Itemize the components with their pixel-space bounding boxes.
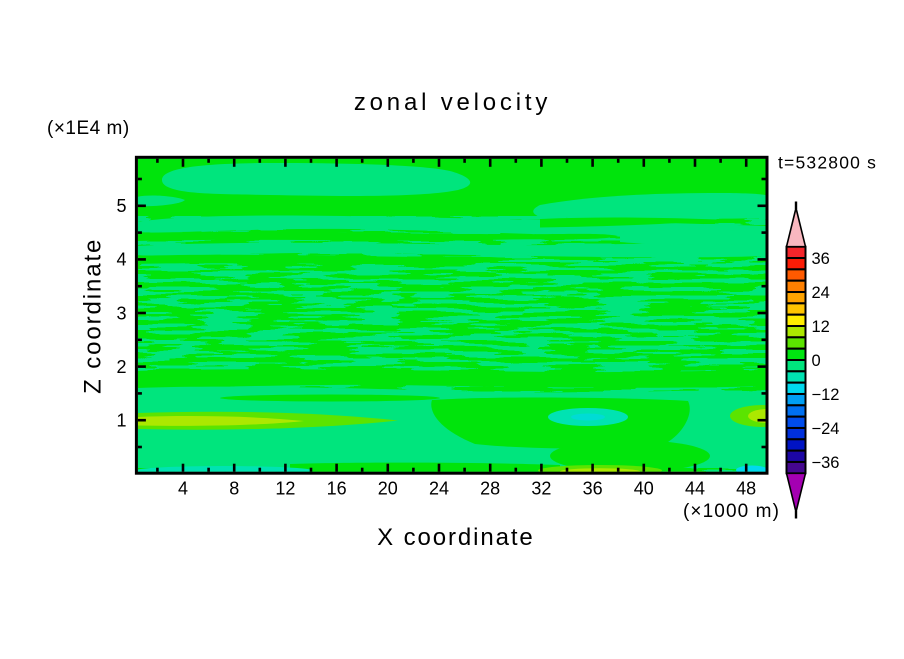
svg-text:X coordinate: X coordinate bbox=[377, 524, 535, 551]
svg-text:Z coordinate: Z coordinate bbox=[80, 238, 107, 394]
svg-text:40: 40 bbox=[634, 479, 654, 499]
svg-text:28: 28 bbox=[480, 479, 500, 499]
svg-text:12: 12 bbox=[275, 479, 295, 499]
svg-text:5: 5 bbox=[116, 196, 126, 216]
svg-text:t=532800 s: t=532800 s bbox=[778, 153, 877, 173]
svg-text:16: 16 bbox=[327, 479, 347, 499]
svg-text:(×1000 m): (×1000 m) bbox=[683, 501, 780, 522]
svg-text:3: 3 bbox=[116, 303, 126, 323]
svg-text:4: 4 bbox=[178, 479, 188, 499]
svg-text:−24: −24 bbox=[812, 420, 840, 438]
svg-text:8: 8 bbox=[229, 479, 239, 499]
svg-text:20: 20 bbox=[378, 479, 398, 499]
svg-text:32: 32 bbox=[531, 479, 551, 499]
svg-text:44: 44 bbox=[685, 479, 705, 499]
svg-text:24: 24 bbox=[812, 284, 830, 302]
svg-text:36: 36 bbox=[583, 479, 603, 499]
svg-text:24: 24 bbox=[429, 479, 449, 499]
svg-text:48: 48 bbox=[736, 479, 756, 499]
svg-text:2: 2 bbox=[116, 357, 126, 377]
svg-text:0: 0 bbox=[812, 352, 821, 370]
svg-text:12: 12 bbox=[812, 318, 830, 336]
svg-text:4: 4 bbox=[116, 250, 126, 270]
svg-text:zonal velocity: zonal velocity bbox=[354, 89, 551, 116]
svg-text:−12: −12 bbox=[812, 386, 840, 404]
svg-text:(×1E4 m): (×1E4 m) bbox=[47, 118, 130, 139]
svg-text:1: 1 bbox=[116, 411, 126, 431]
svg-text:−36: −36 bbox=[812, 454, 840, 472]
svg-text:36: 36 bbox=[812, 250, 830, 268]
